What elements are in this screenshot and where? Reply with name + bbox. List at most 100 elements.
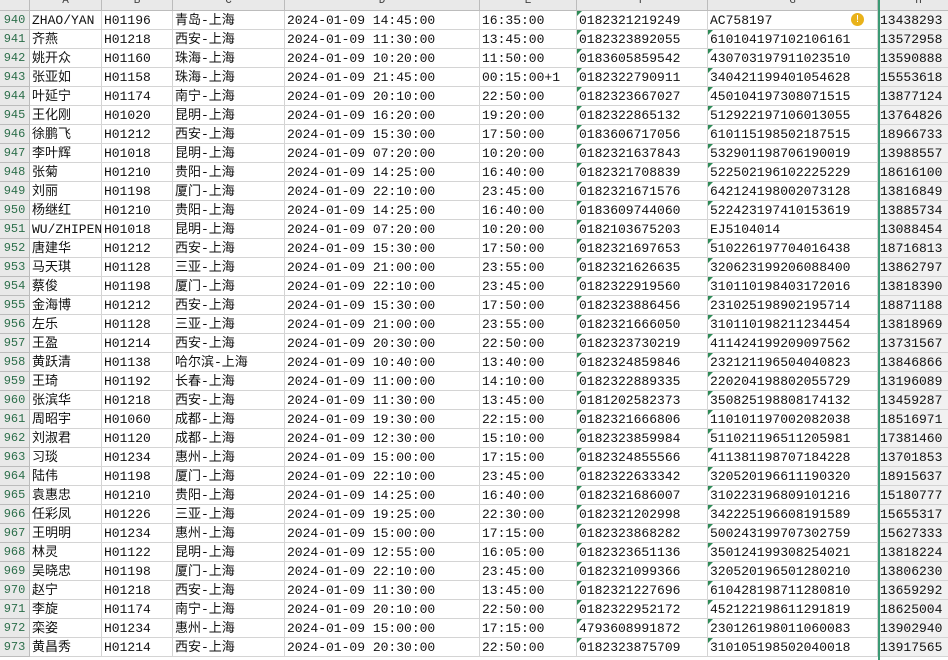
cell[interactable]: 4793608991872 <box>577 619 708 638</box>
cell[interactable]: H01174 <box>102 600 173 619</box>
cell[interactable]: 17:50:00 <box>480 296 577 315</box>
cell[interactable]: 昆明-上海 <box>173 144 285 163</box>
cell[interactable]: 0182323859984 <box>577 429 708 448</box>
cell[interactable]: 西安-上海 <box>173 30 285 49</box>
cell[interactable]: H01214 <box>102 638 173 657</box>
cell[interactable]: 320520196611190320 <box>708 467 878 486</box>
cell[interactable]: 13764826 <box>878 106 948 125</box>
cell[interactable]: 2024-01-09 22:10:00 <box>285 182 480 201</box>
row-header[interactable]: 972 <box>0 619 30 638</box>
cell[interactable]: 2024-01-09 07:20:00 <box>285 220 480 239</box>
row-header[interactable]: 961 <box>0 410 30 429</box>
cell[interactable]: ZHAO/YAN <box>30 11 102 30</box>
cell[interactable]: H01020 <box>102 106 173 125</box>
cell[interactable]: 15180777 <box>878 486 948 505</box>
cell[interactable]: H01120 <box>102 429 173 448</box>
column-header[interactable]: D <box>285 0 480 11</box>
cell[interactable]: AC758197 <box>708 11 878 30</box>
cell[interactable]: 16:35:00 <box>480 11 577 30</box>
cell[interactable]: 0182321671576 <box>577 182 708 201</box>
cell[interactable]: 15655317 <box>878 505 948 524</box>
cell[interactable]: 三亚-上海 <box>173 315 285 334</box>
cell[interactable]: 13818969 <box>878 315 948 334</box>
cell[interactable]: 18516971 <box>878 410 948 429</box>
cell[interactable]: 220204198802055729 <box>708 372 878 391</box>
cell[interactable]: 18915637 <box>878 467 948 486</box>
column-header[interactable]: C <box>173 0 285 11</box>
cell[interactable]: 15627333 <box>878 524 948 543</box>
cell[interactable]: 2024-01-09 21:00:00 <box>285 258 480 277</box>
cell[interactable]: 2024-01-09 07:20:00 <box>285 144 480 163</box>
cell[interactable]: 唐建华 <box>30 239 102 258</box>
cell[interactable]: 2024-01-09 11:00:00 <box>285 372 480 391</box>
cell[interactable]: 23:45:00 <box>480 182 577 201</box>
cell[interactable]: 0182322790911 <box>577 68 708 87</box>
cell[interactable]: 0182103675203 <box>577 220 708 239</box>
cell[interactable]: 2024-01-09 22:10:00 <box>285 467 480 486</box>
row-header[interactable]: 946 <box>0 125 30 144</box>
cell[interactable]: 西安-上海 <box>173 125 285 144</box>
cell[interactable]: 16:40:00 <box>480 201 577 220</box>
cell[interactable]: 徐鹏飞 <box>30 125 102 144</box>
cell[interactable]: 2024-01-09 10:20:00 <box>285 49 480 68</box>
cell[interactable]: 17381460 <box>878 429 948 448</box>
cell[interactable]: 00:15:00+1 <box>480 68 577 87</box>
cell[interactable]: 110101197002082038 <box>708 410 878 429</box>
row-header[interactable]: 965 <box>0 486 30 505</box>
cell[interactable]: 411381198707184228 <box>708 448 878 467</box>
cell[interactable]: 23:45:00 <box>480 562 577 581</box>
row-header[interactable]: 944 <box>0 87 30 106</box>
cell[interactable]: 610115198502187515 <box>708 125 878 144</box>
row-header[interactable]: 973 <box>0 638 30 657</box>
cell[interactable]: 13701853 <box>878 448 948 467</box>
row-header[interactable]: 958 <box>0 353 30 372</box>
cell[interactable]: 惠州-上海 <box>173 619 285 638</box>
cell[interactable]: 黄昌秀 <box>30 638 102 657</box>
cell[interactable]: 0181202582373 <box>577 391 708 410</box>
cell[interactable]: 0182324859846 <box>577 353 708 372</box>
cell[interactable]: 张菊 <box>30 163 102 182</box>
row-header[interactable]: 941 <box>0 30 30 49</box>
cell[interactable]: 11:50:00 <box>480 49 577 68</box>
cell[interactable]: 林灵 <box>30 543 102 562</box>
cell[interactable]: H01212 <box>102 296 173 315</box>
cell[interactable]: 430703197911023510 <box>708 49 878 68</box>
row-header[interactable]: 969 <box>0 562 30 581</box>
cell[interactable]: 西安-上海 <box>173 638 285 657</box>
cell[interactable]: 310110198403172016 <box>708 277 878 296</box>
cell[interactable]: 0182322865132 <box>577 106 708 125</box>
cell[interactable]: 22:50:00 <box>480 334 577 353</box>
cell[interactable]: 452122198611291819 <box>708 600 878 619</box>
cell[interactable]: 22:30:00 <box>480 505 577 524</box>
cell[interactable]: 2024-01-09 15:30:00 <box>285 239 480 258</box>
cell[interactable]: 周昭宇 <box>30 410 102 429</box>
cell[interactable]: 西安-上海 <box>173 296 285 315</box>
cell[interactable]: 贵阳-上海 <box>173 163 285 182</box>
cell[interactable]: 南宁-上海 <box>173 87 285 106</box>
cell[interactable]: 0182321219249 <box>577 11 708 30</box>
cell[interactable]: 2024-01-09 20:10:00 <box>285 87 480 106</box>
column-header[interactable]: B <box>102 0 173 11</box>
cell[interactable]: 0182323868282 <box>577 524 708 543</box>
cell[interactable]: 刘淑君 <box>30 429 102 448</box>
cell[interactable]: 0182322919560 <box>577 277 708 296</box>
cell[interactable]: 青岛-上海 <box>173 11 285 30</box>
cell[interactable]: 昆明-上海 <box>173 543 285 562</box>
cell[interactable]: H01198 <box>102 467 173 486</box>
row-header[interactable]: 956 <box>0 315 30 334</box>
row-header[interactable]: 970 <box>0 581 30 600</box>
cell[interactable]: 522502196102225229 <box>708 163 878 182</box>
cell[interactable]: 厦门-上海 <box>173 277 285 296</box>
cell[interactable]: 0182321666806 <box>577 410 708 429</box>
cell[interactable]: 13659292 <box>878 581 948 600</box>
row-header[interactable]: 955 <box>0 296 30 315</box>
cell[interactable]: 13590888 <box>878 49 948 68</box>
cell[interactable]: 13438293 <box>878 11 948 30</box>
cell[interactable]: 0182321202998 <box>577 505 708 524</box>
cell[interactable]: 2024-01-09 22:10:00 <box>285 277 480 296</box>
column-header[interactable]: A <box>30 0 102 11</box>
cell[interactable]: 西安-上海 <box>173 239 285 258</box>
cell[interactable]: 南宁-上海 <box>173 600 285 619</box>
cell[interactable]: H01212 <box>102 239 173 258</box>
row-header[interactable]: 962 <box>0 429 30 448</box>
